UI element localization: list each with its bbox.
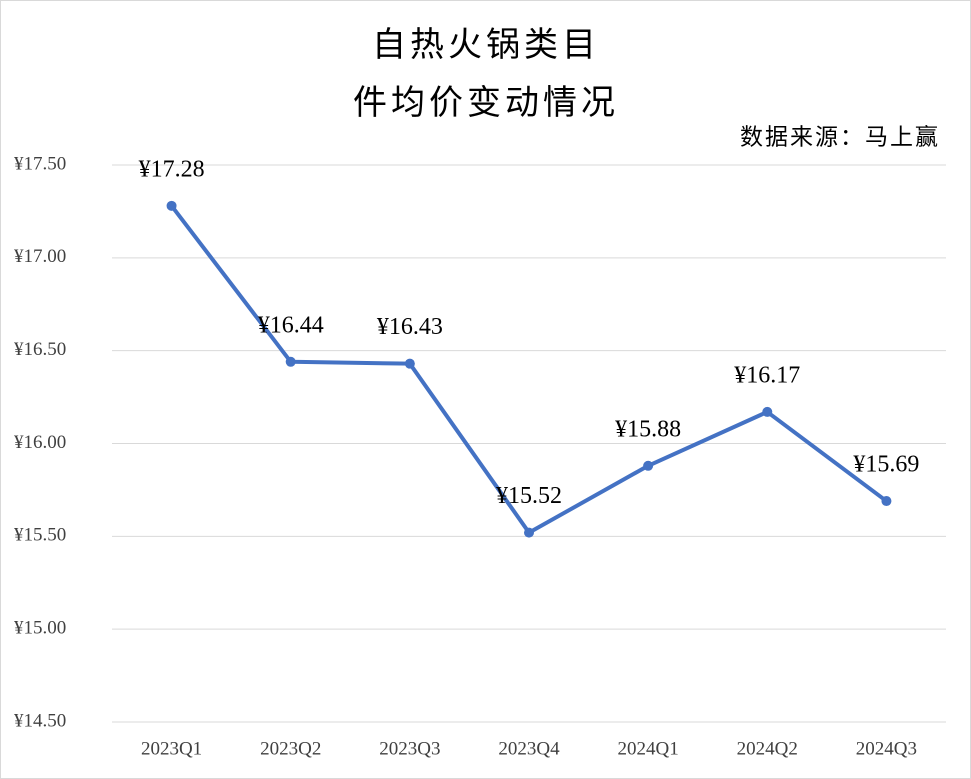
value-label: ¥15.69: [853, 452, 919, 478]
x-tick-label: 2023Q4: [498, 738, 560, 759]
point: [643, 460, 654, 471]
value-label: ¥15.88: [615, 416, 681, 442]
y-tick-label: ¥15.00: [14, 618, 66, 639]
point: [285, 356, 296, 367]
x-tick-label: 2023Q2: [260, 738, 321, 759]
y-tick-label: ¥16.50: [14, 339, 66, 360]
x-tick-label: 2024Q2: [737, 738, 798, 759]
value-label: ¥16.43: [377, 314, 443, 340]
x-tick-label: 2023Q1: [141, 738, 202, 759]
point: [404, 358, 415, 369]
point: [881, 496, 892, 507]
point: [762, 406, 773, 417]
x-tick-label: 2024Q1: [618, 738, 679, 759]
value-label: ¥16.17: [734, 362, 800, 388]
y-tick-label: ¥16.00: [14, 432, 66, 453]
y-tick-label: ¥17.50: [14, 153, 66, 174]
chart-title: 自热火锅类目: [372, 26, 600, 64]
point: [524, 527, 534, 538]
y-tick-label: ¥14.50: [14, 710, 66, 731]
source-note: 数据来源：马上赢: [740, 124, 940, 149]
value-label: ¥15.52: [496, 483, 562, 509]
value-label: ¥16.44: [258, 312, 324, 338]
x-tick-label: 2023Q3: [379, 738, 440, 759]
point: [166, 200, 177, 211]
chart-subtitle: 件均价变动情况: [353, 84, 619, 122]
y-tick-label: ¥15.50: [14, 525, 66, 546]
x-tick-label: 2024Q3: [856, 738, 917, 759]
y-tick-label: ¥17.00: [14, 246, 66, 267]
value-label: ¥17.28: [139, 156, 205, 182]
